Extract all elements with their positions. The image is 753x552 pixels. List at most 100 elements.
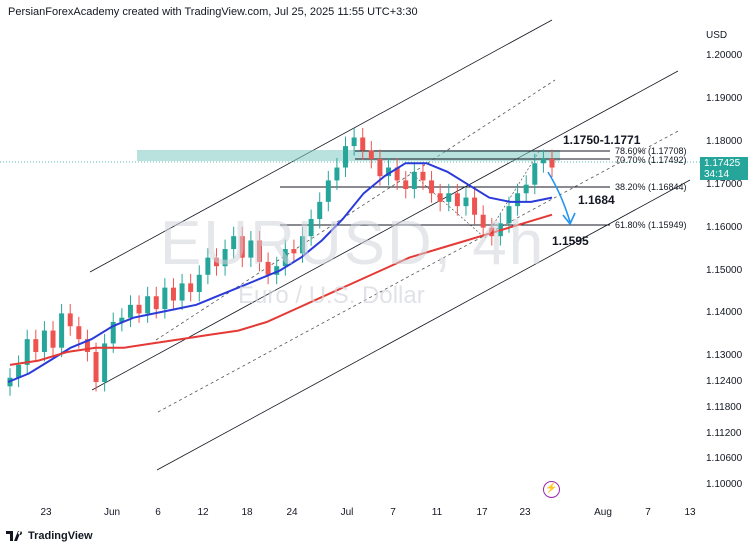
fib-label-786: 78.60% (1.17708) bbox=[615, 146, 687, 156]
level-2-label: 1.1595 bbox=[552, 234, 589, 248]
channel-upper-line bbox=[89, 19, 553, 273]
price-tick: 1.17000 bbox=[706, 178, 743, 190]
level-1-label: 1.1684 bbox=[578, 193, 615, 207]
candle-body bbox=[454, 193, 460, 207]
channel-lower-line bbox=[156, 179, 691, 471]
time-tick: 12 bbox=[197, 507, 209, 518]
candle-body bbox=[446, 193, 452, 202]
candle-body bbox=[248, 240, 254, 258]
candle-body bbox=[67, 313, 73, 327]
candle-body bbox=[437, 193, 443, 202]
time-tick: 13 bbox=[684, 507, 696, 518]
candle-body bbox=[93, 352, 99, 383]
candle-body bbox=[127, 304, 133, 318]
candle-body bbox=[472, 197, 478, 215]
time-tick: 17 bbox=[476, 507, 488, 518]
candle-body bbox=[213, 257, 219, 267]
candle-body bbox=[334, 167, 340, 181]
time-tick: 7 bbox=[645, 507, 651, 518]
price-tick: 1.16000 bbox=[706, 221, 743, 233]
candle-body bbox=[386, 167, 392, 177]
candle-body bbox=[239, 236, 245, 258]
candle-body bbox=[343, 146, 349, 168]
time-tick: 23 bbox=[519, 507, 531, 518]
candle-body bbox=[102, 343, 108, 383]
watermark-symbol: EURUSD, 4h bbox=[160, 209, 546, 278]
candle-body bbox=[480, 214, 486, 228]
candle-body bbox=[50, 330, 56, 348]
fib-label-382: 38.20% (1.16844) bbox=[615, 182, 687, 192]
candle-body bbox=[119, 317, 125, 322]
time-tick: 7 bbox=[390, 507, 396, 518]
ma-fast-line bbox=[7, 162, 553, 383]
channel-dashed-lower bbox=[157, 129, 681, 413]
candle-body bbox=[403, 180, 409, 189]
price-tick: 1.11200 bbox=[706, 427, 742, 439]
fib-label-618: 61.80% (1.15949) bbox=[615, 220, 687, 230]
candle-body bbox=[377, 158, 383, 177]
price-tick: 1.19000 bbox=[706, 92, 743, 104]
candle-body bbox=[411, 171, 417, 189]
time-tick: 6 bbox=[155, 507, 161, 518]
candle-body bbox=[300, 236, 306, 254]
price-tick: 1.15000 bbox=[706, 264, 743, 276]
candle-body bbox=[549, 158, 555, 168]
candle-body bbox=[256, 240, 262, 262]
candle-body bbox=[179, 283, 185, 301]
price-tick: 1.12400 bbox=[706, 376, 743, 388]
price-chart[interactable] bbox=[0, 0, 700, 522]
candle-body bbox=[59, 313, 65, 348]
candle-body bbox=[41, 330, 47, 353]
candle-body bbox=[540, 158, 546, 164]
candle-body bbox=[368, 150, 374, 159]
candle-body bbox=[205, 257, 211, 275]
price-tick: 1.10000 bbox=[706, 479, 743, 490]
candle-body bbox=[33, 339, 39, 353]
fib-label-707: 70.70% (1.17492) bbox=[615, 155, 687, 165]
price-tick: 1.20000 bbox=[706, 50, 743, 61]
channel-dashed-upper bbox=[155, 79, 556, 341]
candle-body bbox=[532, 163, 538, 185]
tradingview-icon bbox=[6, 531, 23, 541]
candle-body bbox=[84, 339, 90, 353]
candle-body bbox=[16, 364, 22, 378]
ma-slow-line bbox=[9, 213, 553, 366]
candle-body bbox=[231, 236, 237, 250]
time-tick: Jul bbox=[340, 507, 354, 518]
candle-body bbox=[515, 193, 521, 207]
time-tick: 23 bbox=[40, 507, 52, 518]
candle-body bbox=[420, 171, 426, 181]
price-tick: 1.18000 bbox=[706, 135, 743, 147]
resistance-zone bbox=[137, 150, 560, 161]
candle-body bbox=[162, 287, 168, 310]
candle-body bbox=[360, 137, 366, 151]
candle-body bbox=[506, 206, 512, 224]
candle-body bbox=[291, 249, 297, 254]
candle-body bbox=[136, 304, 142, 314]
candle-body bbox=[351, 137, 357, 147]
tradingview-logo[interactable]: TradingView bbox=[6, 530, 93, 542]
currency-label[interactable]: USD bbox=[706, 30, 728, 41]
current-price-tag: 1.17425 34:14 bbox=[700, 157, 748, 180]
candle-body bbox=[76, 326, 82, 340]
brand-name: TradingView bbox=[28, 530, 93, 542]
price-axis[interactable]: 1.20000 1.19000 1.18000 1.17000 1.16000 1.150… bbox=[700, 22, 753, 522]
candle-body bbox=[317, 201, 323, 220]
candle-body bbox=[325, 180, 331, 202]
time-tick: 18 bbox=[241, 507, 253, 518]
candle-body bbox=[523, 184, 529, 194]
candle-body bbox=[196, 274, 202, 292]
time-tick: Aug bbox=[594, 507, 612, 518]
price-tick: 1.13000 bbox=[706, 350, 743, 362]
candle-body bbox=[463, 197, 469, 207]
lightning-icon[interactable]: ⚡ bbox=[543, 481, 560, 498]
watermark-description: Euro / U.S. Dollar bbox=[238, 282, 425, 309]
candle-body bbox=[265, 261, 271, 275]
candles-group bbox=[7, 128, 555, 396]
candle-body bbox=[153, 296, 159, 310]
candle-body bbox=[170, 287, 176, 301]
candle-body bbox=[145, 296, 151, 314]
candle-body bbox=[429, 180, 435, 194]
projection-arrow bbox=[547, 171, 571, 223]
candle-body bbox=[394, 167, 400, 181]
